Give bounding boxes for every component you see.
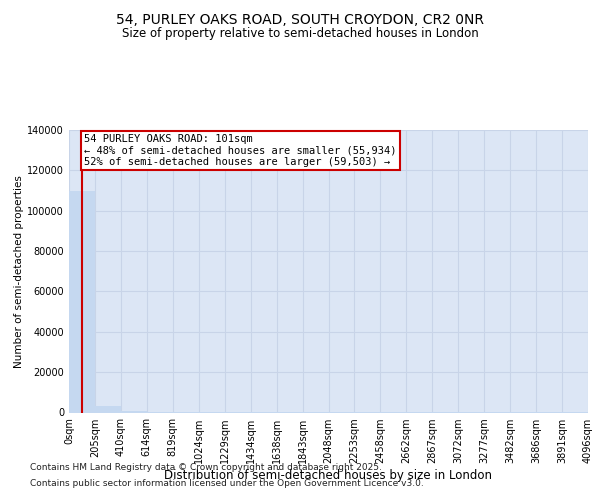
X-axis label: Distribution of semi-detached houses by size in London: Distribution of semi-detached houses by … [164, 468, 493, 481]
Bar [69, 190, 95, 412]
Text: Size of property relative to semi-detached houses in London: Size of property relative to semi-detach… [122, 28, 478, 40]
Y-axis label: Number of semi-detached properties: Number of semi-detached properties [14, 175, 25, 368]
Text: 54, PURLEY OAKS ROAD, SOUTH CROYDON, CR2 0NR: 54, PURLEY OAKS ROAD, SOUTH CROYDON, CR2… [116, 12, 484, 26]
Text: Contains public sector information licensed under the Open Government Licence v3: Contains public sector information licen… [30, 478, 424, 488]
Text: 54 PURLEY OAKS ROAD: 101sqm
← 48% of semi-detached houses are smaller (55,934)
5: 54 PURLEY OAKS ROAD: 101sqm ← 48% of sem… [85, 134, 397, 167]
Bar [121, 411, 147, 412]
Bar [95, 406, 121, 412]
Text: Contains HM Land Registry data © Crown copyright and database right 2025.: Contains HM Land Registry data © Crown c… [30, 464, 382, 472]
